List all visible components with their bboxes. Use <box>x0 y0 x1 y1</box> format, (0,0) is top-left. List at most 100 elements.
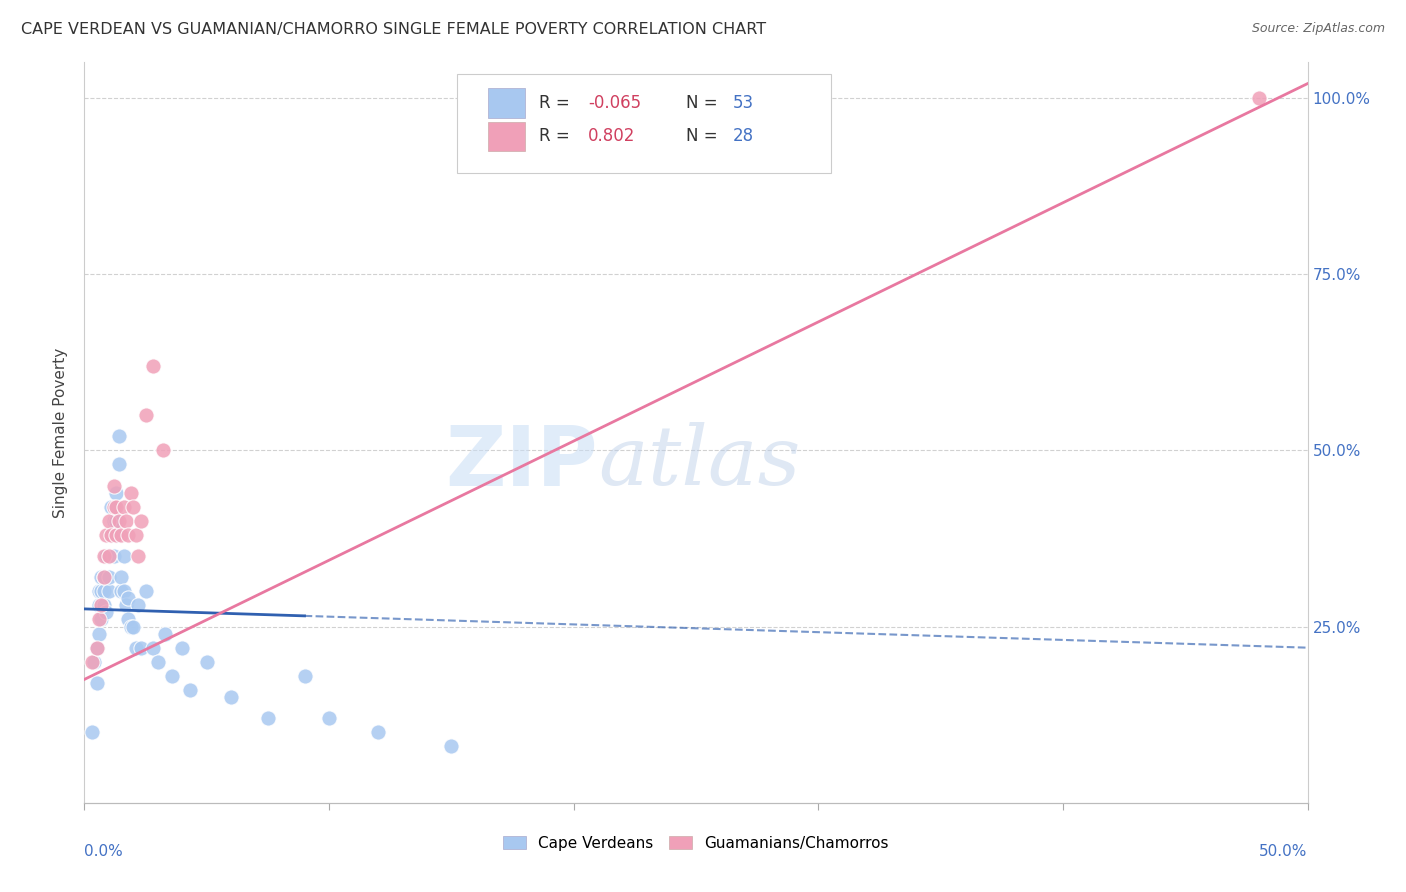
Point <box>1247 91 1270 105</box>
Point <box>90 584 112 599</box>
Point <box>103 549 125 563</box>
Point <box>86 676 108 690</box>
Point <box>117 591 139 606</box>
Point <box>125 640 148 655</box>
Point <box>83 655 105 669</box>
Point <box>294 669 316 683</box>
Point <box>96 528 118 542</box>
Point <box>97 549 120 563</box>
Point <box>97 584 120 599</box>
Point <box>135 584 157 599</box>
Text: N =: N = <box>686 95 723 112</box>
Point <box>87 626 110 640</box>
Text: CAPE VERDEAN VS GUAMANIAN/CHAMORRO SINGLE FEMALE POVERTY CORRELATION CHART: CAPE VERDEAN VS GUAMANIAN/CHAMORRO SINGL… <box>21 22 766 37</box>
Text: atlas: atlas <box>598 422 800 502</box>
Point <box>142 359 165 373</box>
Point <box>97 570 120 584</box>
Text: R =: R = <box>540 128 575 145</box>
Text: ZIP: ZIP <box>446 422 598 503</box>
Text: 0.802: 0.802 <box>588 128 636 145</box>
Legend: Cape Verdeans, Guamanians/Chamorros: Cape Verdeans, Guamanians/Chamorros <box>503 836 889 851</box>
Point <box>97 549 120 563</box>
Point <box>96 606 118 620</box>
Point <box>127 599 149 613</box>
Point <box>219 690 242 704</box>
Text: 28: 28 <box>733 128 754 145</box>
Point <box>86 640 108 655</box>
Point <box>105 528 128 542</box>
Point <box>129 514 152 528</box>
Point <box>127 549 149 563</box>
Point <box>80 725 103 739</box>
Point <box>110 584 132 599</box>
Point <box>112 549 135 563</box>
Point <box>122 500 145 514</box>
Point <box>100 528 122 542</box>
FancyBboxPatch shape <box>457 73 831 173</box>
Point <box>90 570 112 584</box>
Point <box>112 500 135 514</box>
Point <box>87 599 110 613</box>
Point <box>367 725 389 739</box>
Point <box>105 514 128 528</box>
Point <box>112 584 135 599</box>
Text: -0.065: -0.065 <box>588 95 641 112</box>
Point <box>93 570 115 584</box>
Point <box>87 584 110 599</box>
Text: 53: 53 <box>733 95 754 112</box>
Point <box>152 443 174 458</box>
Text: R =: R = <box>540 95 575 112</box>
Point <box>135 408 157 422</box>
Point <box>179 683 201 698</box>
Point <box>440 739 463 754</box>
Bar <box>488 88 524 118</box>
Text: 0.0%: 0.0% <box>84 844 124 858</box>
Point <box>105 500 128 514</box>
Point <box>110 528 132 542</box>
Point <box>107 458 129 472</box>
Bar <box>488 121 524 152</box>
Point <box>93 599 115 613</box>
Point <box>103 500 125 514</box>
Point <box>146 655 169 669</box>
Point <box>86 640 108 655</box>
Point <box>122 619 145 633</box>
Point <box>195 655 218 669</box>
Point <box>117 528 139 542</box>
Point <box>100 528 122 542</box>
Point <box>120 619 142 633</box>
Point <box>120 485 142 500</box>
Point <box>105 528 128 542</box>
Point <box>96 549 118 563</box>
Point <box>105 485 128 500</box>
Point <box>90 612 112 626</box>
Text: Source: ZipAtlas.com: Source: ZipAtlas.com <box>1251 22 1385 36</box>
Point <box>153 626 176 640</box>
Point <box>87 612 110 626</box>
Point <box>97 514 120 528</box>
Text: N =: N = <box>686 128 723 145</box>
Point <box>115 599 138 613</box>
Point <box>125 528 148 542</box>
Point <box>117 612 139 626</box>
Point <box>257 711 280 725</box>
Point <box>107 429 129 443</box>
Point <box>93 584 115 599</box>
Point <box>90 599 112 613</box>
Point <box>110 570 132 584</box>
Point <box>172 640 194 655</box>
Point <box>162 669 184 683</box>
Point <box>93 570 115 584</box>
Point <box>93 549 115 563</box>
Y-axis label: Single Female Poverty: Single Female Poverty <box>53 348 69 517</box>
Point <box>103 514 125 528</box>
Text: 50.0%: 50.0% <box>1260 844 1308 858</box>
Point <box>115 514 138 528</box>
Point <box>142 640 165 655</box>
Point <box>100 500 122 514</box>
Point <box>107 514 129 528</box>
Point <box>80 655 103 669</box>
Point <box>318 711 340 725</box>
Point <box>103 478 125 492</box>
Point <box>129 640 152 655</box>
